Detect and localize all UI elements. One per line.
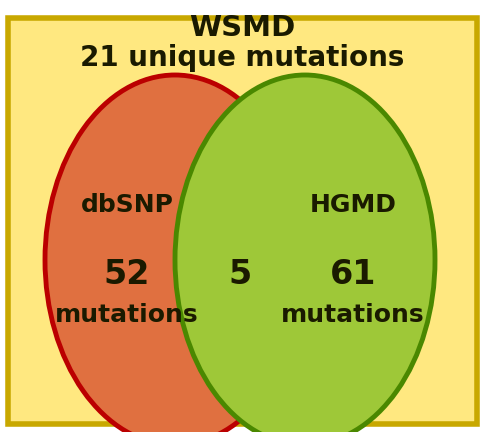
Text: 21 unique mutations: 21 unique mutations — [80, 44, 404, 72]
Ellipse shape — [175, 75, 434, 432]
FancyBboxPatch shape — [8, 18, 476, 424]
Ellipse shape — [45, 75, 304, 432]
Text: mutations: mutations — [281, 303, 424, 327]
Text: 5: 5 — [228, 258, 251, 292]
Text: 52: 52 — [104, 258, 150, 292]
Text: WSMD: WSMD — [189, 14, 295, 42]
Text: dbSNP: dbSNP — [80, 193, 173, 217]
Text: mutations: mutations — [55, 303, 198, 327]
Text: HGMD: HGMD — [309, 193, 395, 217]
Text: 61: 61 — [329, 258, 376, 292]
